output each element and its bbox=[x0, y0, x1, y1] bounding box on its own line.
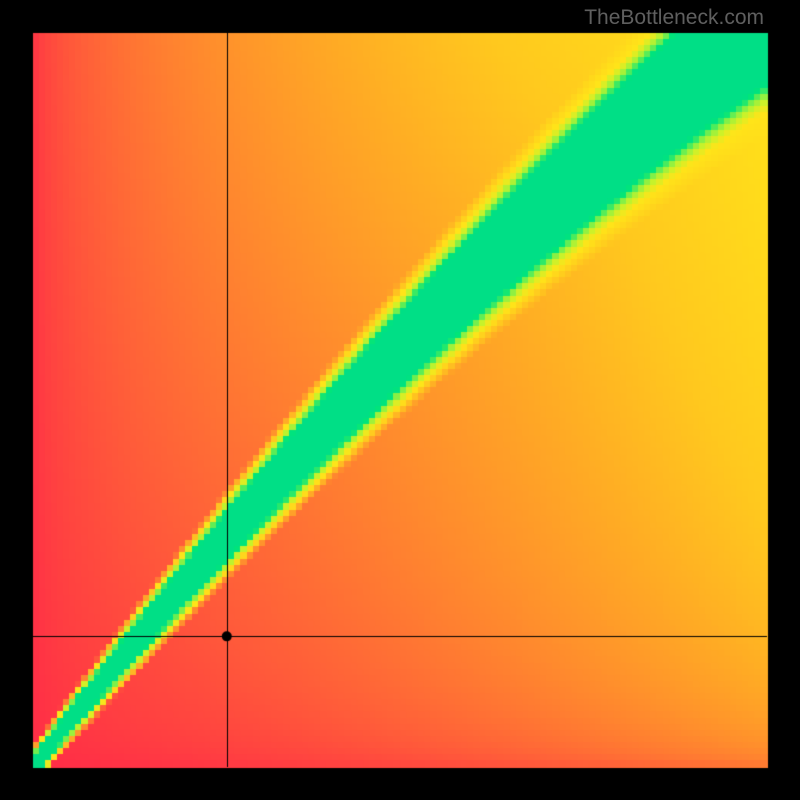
source-watermark: TheBottleneck.com bbox=[584, 6, 764, 30]
bottleneck-heatmap bbox=[0, 0, 800, 800]
chart-container: { "source_watermark": { "text": "TheBott… bbox=[0, 0, 800, 800]
